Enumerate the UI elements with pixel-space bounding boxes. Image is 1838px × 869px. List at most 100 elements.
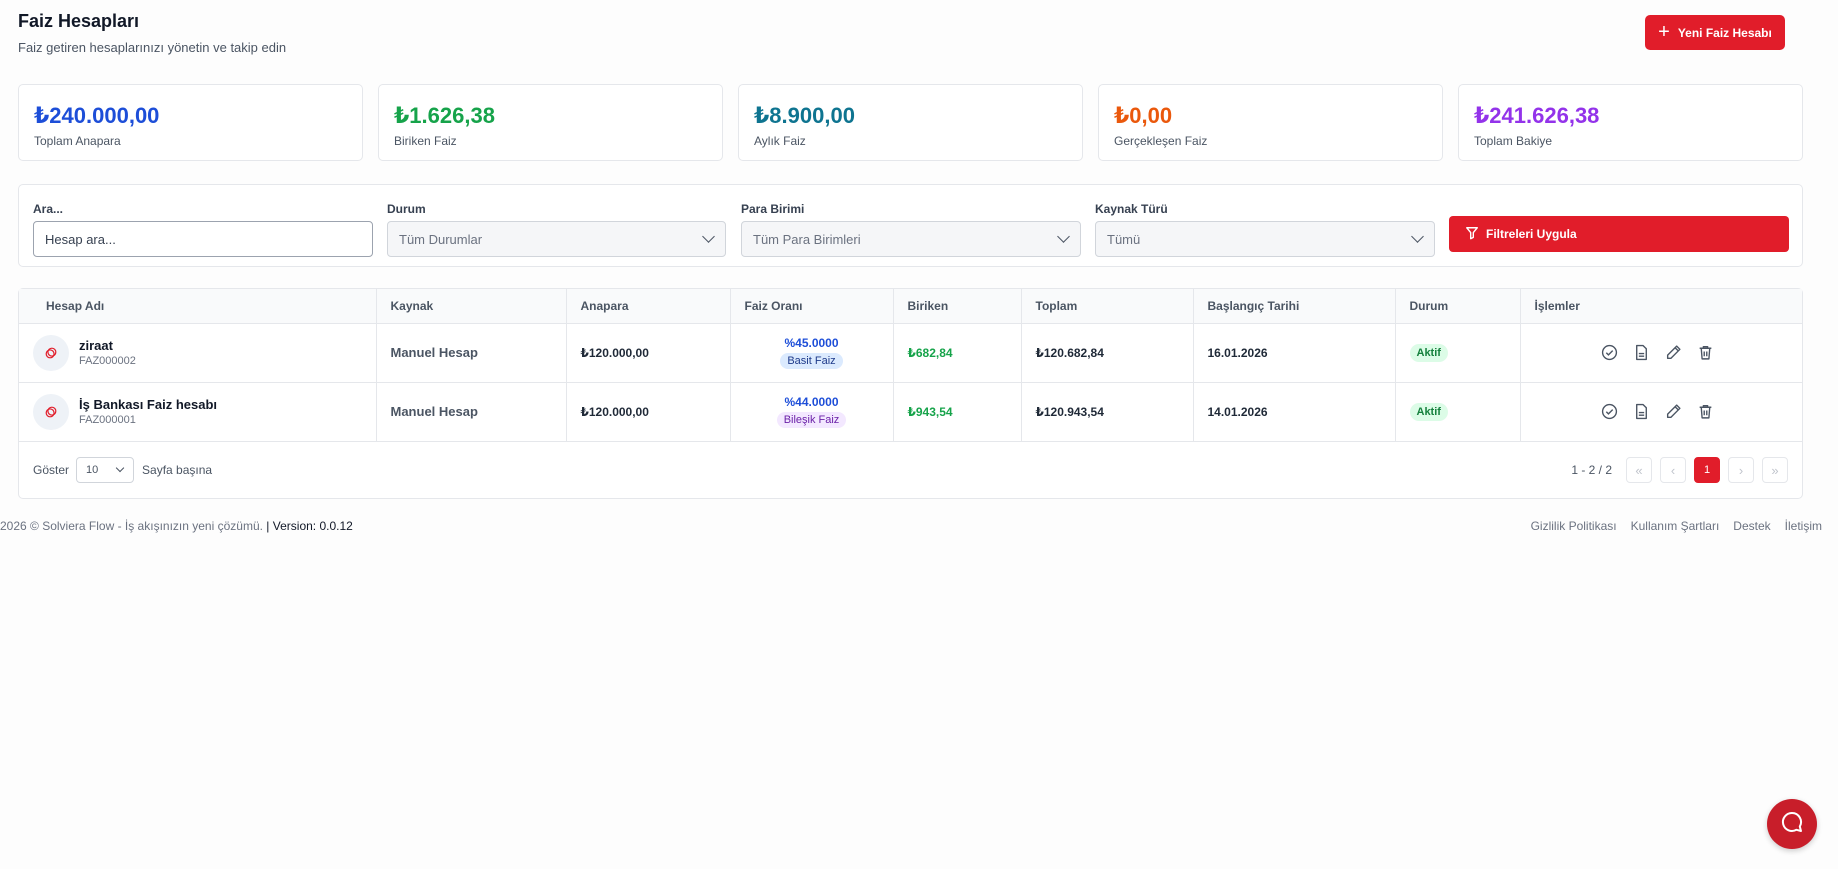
check-circle-icon[interactable]	[1601, 403, 1618, 420]
account-accrued: ₺682,84	[893, 323, 1022, 383]
stat-value: ₺0,00	[1114, 103, 1173, 128]
currency-select-value: Tüm Para Birimleri	[753, 231, 861, 247]
source-type-select[interactable]: Tümü	[1095, 221, 1435, 257]
search-group: Ara... Hesap ara...	[33, 202, 373, 257]
stats-row: ₺240.000,00 Toplam Anapara ₺1.626,38 Bir…	[18, 84, 1803, 161]
row-actions	[1535, 403, 1803, 420]
col-principal[interactable]: Anapara	[566, 289, 731, 324]
status-badge: Aktif	[1409, 343, 1448, 362]
trash-icon[interactable]	[1697, 344, 1714, 361]
new-interest-account-label: Yeni Faiz Hesabı	[1677, 25, 1772, 40]
col-accrued[interactable]: Biriken	[893, 289, 1022, 324]
account-cell: ziraat FAZ000002	[19, 334, 376, 371]
stat-card-accrued: ₺1.626,38 Biriken Faiz	[378, 84, 723, 161]
source-type-select-value: Tümü	[1107, 231, 1141, 247]
table-header-row: Hesap Adı Kaynak Anapara Faiz Oranı Biri…	[19, 289, 1802, 324]
search-input[interactable]: Hesap ara...	[33, 221, 373, 257]
trash-icon[interactable]	[1697, 403, 1714, 420]
interest-type-badge: Bileşik Faiz	[776, 412, 847, 428]
page-header: Faiz Hesapları Faiz getiren hesaplarınız…	[18, 10, 286, 55]
account-source: Manuel Hesap	[376, 382, 567, 442]
prev-page-button[interactable]: ‹	[1660, 457, 1686, 483]
status-label: Durum	[387, 202, 426, 216]
page-size-select[interactable]: 10	[76, 457, 135, 483]
status-select[interactable]: Tüm Durumlar	[387, 221, 726, 257]
account-code: FAZ000002	[79, 355, 136, 367]
account-icon	[33, 334, 69, 371]
document-icon[interactable]	[1633, 403, 1650, 420]
check-circle-icon[interactable]	[1601, 344, 1618, 361]
table-footer: Göster 10 Sayfa başına 1 - 2 / 2 « ‹ 1 ›…	[19, 442, 1802, 498]
plus-icon: +	[1658, 20, 1670, 43]
stat-value: ₺8.900,00	[754, 103, 855, 128]
account-total: ₺120.943,54	[1021, 382, 1194, 442]
col-status[interactable]: Durum	[1395, 289, 1521, 324]
first-page-button[interactable]: «	[1626, 457, 1652, 483]
row-actions	[1535, 344, 1803, 361]
per-page-label: Sayfa başına	[142, 463, 213, 477]
stat-label: Toplam Anapara	[34, 134, 121, 148]
account-principal: ₺120.000,00	[566, 382, 731, 442]
currency-label: Para Birimi	[741, 202, 805, 216]
next-page-button[interactable]: ›	[1728, 457, 1754, 483]
account-total: ₺120.682,84	[1021, 323, 1194, 383]
chevron-down-icon	[115, 463, 125, 473]
footer-link-terms[interactable]: Kullanım Şartları	[1630, 519, 1720, 533]
currency-select[interactable]: Tüm Para Birimleri	[741, 221, 1081, 257]
col-start-date[interactable]: Başlangıç Tarihi	[1193, 289, 1396, 324]
source-type-group: Kaynak Türü Tümü	[1095, 202, 1435, 257]
col-source[interactable]: Kaynak	[376, 289, 567, 324]
stat-card-monthly: ₺8.900,00 Aylık Faiz	[738, 84, 1083, 161]
footer-links: Gizlilik Politikası Kullanım Şartları De…	[1531, 519, 1822, 533]
new-interest-account-button[interactable]: + Yeni Faiz Hesabı	[1645, 15, 1785, 50]
page-title: Faiz Hesapları	[18, 11, 140, 31]
stat-card-balance: ₺241.626,38 Toplam Bakiye	[1458, 84, 1803, 161]
last-page-button[interactable]: »	[1762, 457, 1788, 483]
stat-label: Gerçekleşen Faiz	[1114, 134, 1208, 148]
apply-filters-button[interactable]: Filtreleri Uygula	[1449, 216, 1789, 252]
col-interest-rate[interactable]: Faiz Oranı	[730, 289, 894, 324]
col-actions: İşlemler	[1520, 289, 1802, 324]
interest-rate: %45.0000	[784, 336, 839, 350]
search-label: Ara...	[33, 202, 64, 216]
accounts-table: Hesap Adı Kaynak Anapara Faiz Oranı Biri…	[18, 288, 1803, 499]
version-text: Version: 0.0.12	[272, 519, 353, 533]
pagination: 1 - 2 / 2 « ‹ 1 › »	[1571, 457, 1788, 483]
interest-rate: %44.0000	[784, 395, 839, 409]
stat-value: ₺1.626,38	[394, 103, 495, 128]
copyright-text: 2026 © Solviera Flow - İş akışınızın yen…	[0, 519, 263, 533]
pagination-range: 1 - 2 / 2	[1571, 463, 1612, 477]
footer-link-contact[interactable]: İletişim	[1784, 519, 1822, 533]
page-subtitle: Faiz getiren hesaplarınızı yönetin ve ta…	[18, 40, 287, 55]
status-badge: Aktif	[1409, 402, 1448, 421]
filter-panel: Ara... Hesap ara... Durum Tüm Durumlar P…	[18, 184, 1803, 267]
account-source: Manuel Hesap	[376, 323, 567, 383]
account-accrued: ₺943,54	[893, 382, 1022, 442]
page-button-current[interactable]: 1	[1694, 457, 1720, 483]
footer-separator: |	[266, 519, 270, 533]
status-select-value: Tüm Durumlar	[399, 231, 483, 247]
chevron-down-icon	[702, 230, 715, 243]
account-cell: İş Bankası Faiz hesabı FAZ000001	[19, 393, 376, 430]
footer-left: 2026 © Solviera Flow - İş akışınızın yen…	[0, 519, 353, 533]
chevron-down-icon	[1411, 230, 1424, 243]
document-icon[interactable]	[1633, 344, 1650, 361]
footer-link-support[interactable]: Destek	[1733, 519, 1771, 533]
col-total[interactable]: Toplam	[1021, 289, 1194, 324]
footer-link-privacy[interactable]: Gizlilik Politikası	[1530, 519, 1617, 533]
stat-label: Aylık Faiz	[754, 134, 806, 148]
table-row[interactable]: İş Bankası Faiz hesabı FAZ000001 Manuel …	[19, 382, 1803, 442]
col-account-name[interactable]: Hesap Adı	[19, 289, 377, 324]
edit-icon[interactable]	[1665, 344, 1682, 361]
interest-type-badge: Basit Faiz	[780, 353, 843, 369]
account-name[interactable]: ziraat	[79, 338, 113, 353]
chat-button[interactable]	[1767, 799, 1817, 849]
edit-icon[interactable]	[1665, 403, 1682, 420]
account-principal: ₺120.000,00	[566, 323, 731, 383]
account-name[interactable]: İş Bankası Faiz hesabı	[79, 397, 218, 412]
table-row[interactable]: ziraat FAZ000002 Manuel Hesap ₺120.000,0…	[19, 323, 1803, 383]
status-group: Durum Tüm Durumlar	[387, 202, 726, 257]
stat-label: Biriken Faiz	[394, 134, 457, 148]
account-start-date: 16.01.2026	[1193, 323, 1396, 383]
